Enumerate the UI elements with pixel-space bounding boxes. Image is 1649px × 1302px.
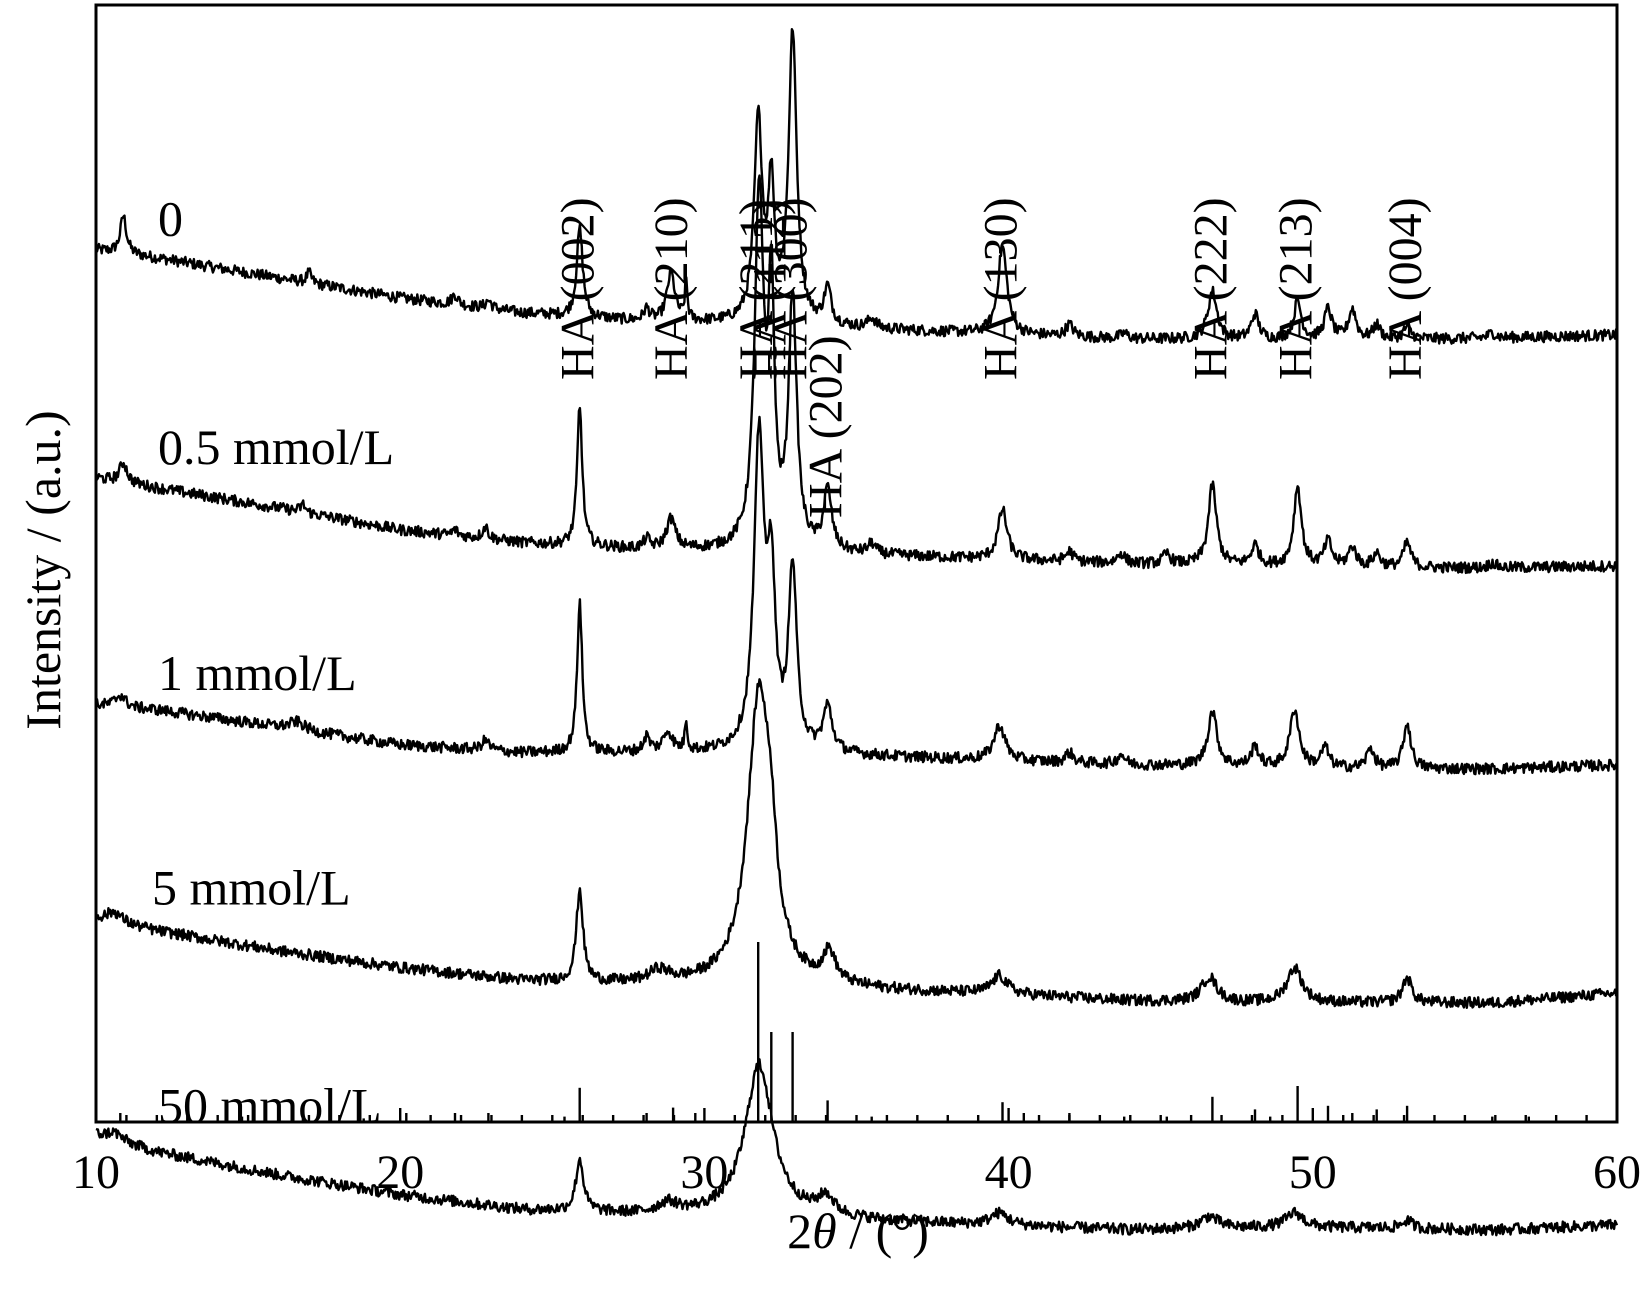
- traces: [94, 28, 1619, 1237]
- plot-frame: [94, 3, 1619, 1124]
- peak-labels: HA (002) HA (210) HA (211)HA (112)HA (300)…: [552, 197, 1432, 518]
- peak-label-2: HA (211): [730, 199, 783, 380]
- peak-label-0: HA (002): [552, 197, 605, 380]
- peak-label-6: HA (130): [975, 197, 1028, 380]
- x-axis-label-prefix: 2: [787, 1203, 812, 1259]
- trace-series-1: [94, 174, 1619, 575]
- x-tick-label: 30: [680, 1146, 728, 1199]
- series-label-1: 0.5 mmol/L: [158, 419, 394, 475]
- peak-label-4: HA (300): [765, 197, 818, 380]
- peak-label-1: HA (210): [645, 197, 698, 380]
- peak-label-3: HA (112): [743, 199, 796, 380]
- x-tick-label: 20: [376, 1146, 424, 1199]
- series-labels: 0 0.5 mmol/L 1 mmol/L 5 mmol/L 50 mmol/L: [152, 191, 394, 1134]
- x-tick-label: 60: [1593, 1146, 1641, 1199]
- x-axis-label: 2θ / (°): [787, 1203, 929, 1259]
- trace-series-4: [95, 1058, 1619, 1237]
- trace-series-3: [95, 678, 1619, 1009]
- series-label-3: 5 mmol/L: [152, 860, 351, 916]
- series-label-0: 0: [158, 191, 183, 247]
- x-tick-label: 50: [1289, 1146, 1337, 1199]
- series-label-4: 50 mmol/L: [158, 1077, 382, 1133]
- peak-label-7: HA (222): [1184, 197, 1237, 380]
- x-tick-label: 40: [985, 1146, 1033, 1199]
- peak-label-9: HA (004): [1379, 197, 1432, 380]
- trace-series-0: [94, 28, 1619, 345]
- x-axis-label-symbol: θ: [812, 1203, 837, 1259]
- x-tick-label: 10: [72, 1146, 120, 1199]
- series-label-2: 1 mmol/L: [158, 645, 357, 701]
- peak-label-8: HA (213): [1270, 197, 1323, 380]
- x-axis-ticks: 10 20 30 40 50 60: [72, 1108, 1641, 1199]
- x-axis-label-suffix: / (°): [837, 1203, 929, 1259]
- peak-label-5: HA (202): [800, 335, 853, 518]
- trace-series-2: [94, 415, 1619, 776]
- y-axis-label: Intensity / (a.u.): [15, 410, 71, 729]
